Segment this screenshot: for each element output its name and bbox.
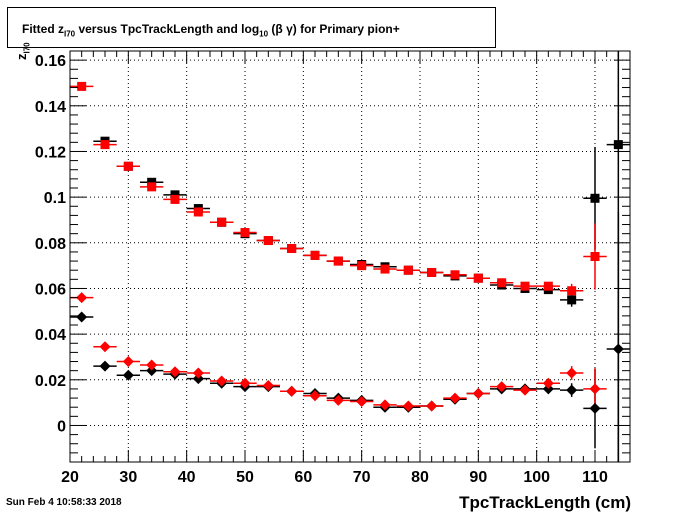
diamond-marker — [519, 384, 531, 396]
square-marker — [473, 273, 483, 283]
y-tick-label: 0 — [57, 418, 66, 435]
diamond-marker — [122, 356, 134, 368]
diamond-marker — [472, 388, 484, 399]
square-marker — [403, 265, 413, 275]
diamond-marker — [76, 311, 88, 323]
square-marker — [357, 261, 367, 271]
x-tick-label: 90 — [469, 469, 487, 486]
diamond-marker — [332, 394, 344, 406]
diamond-marker — [589, 383, 601, 395]
x-tick-label: 30 — [119, 469, 137, 486]
square-marker — [427, 267, 437, 277]
x-tick-label: 20 — [61, 469, 79, 486]
y-tick-label: 0.06 — [35, 281, 66, 298]
diamond-marker — [239, 377, 251, 389]
square-marker — [147, 177, 157, 187]
diamond-marker — [356, 395, 368, 407]
square-marker — [170, 190, 180, 200]
square-marker — [100, 140, 110, 150]
square-marker — [147, 182, 157, 192]
square-marker — [193, 207, 203, 217]
square-marker — [450, 270, 460, 280]
square-marker — [310, 250, 320, 260]
title-subscript-1: I70 — [64, 29, 76, 39]
square-marker — [567, 295, 577, 305]
square-marker — [77, 81, 87, 91]
title-middle: versus TpcTrackLength and log — [75, 22, 260, 36]
y-tick-label: 0.1 — [44, 190, 66, 207]
y-tick-label: 0.04 — [35, 327, 66, 344]
x-tick-label: 100 — [523, 469, 550, 486]
square-marker — [287, 244, 297, 254]
square-marker — [333, 256, 343, 266]
diamond-marker — [449, 392, 461, 404]
y-tick-label: 0.08 — [35, 236, 66, 253]
diamond-marker — [146, 365, 158, 377]
diamond-marker — [379, 399, 391, 411]
square-marker — [170, 194, 180, 204]
square-marker — [263, 236, 273, 246]
diamond-marker — [122, 369, 134, 381]
data-markers — [76, 81, 624, 414]
diamond-marker — [542, 377, 554, 389]
diamond-marker — [612, 343, 624, 355]
date-stamp: Sun Feb 4 10:58:33 2018 — [6, 497, 122, 508]
y-tick-label: 0.16 — [35, 53, 66, 70]
diamond-marker — [589, 402, 601, 414]
square-marker — [567, 286, 577, 296]
x-tick-label: 110 — [582, 469, 608, 486]
square-marker — [217, 217, 227, 227]
diamond-marker — [496, 381, 508, 393]
grid-lines — [70, 51, 630, 462]
square-marker — [240, 228, 250, 238]
y-tick-label: 0.14 — [35, 99, 66, 116]
square-marker — [590, 252, 600, 261]
x-tick-label: 70 — [353, 469, 371, 486]
title-subscript-2: 10 — [259, 29, 269, 39]
square-marker — [497, 278, 507, 288]
y-axis-label: zI70 — [14, 42, 32, 60]
y-axis-label-sub: I70 — [22, 42, 32, 54]
square-marker — [543, 281, 553, 291]
diamond-marker — [99, 341, 111, 353]
diamond-marker — [426, 400, 438, 412]
y-tick-label: 0.12 — [35, 144, 66, 161]
square-marker — [380, 264, 390, 274]
diamond-marker — [146, 359, 158, 371]
diamond-marker — [566, 367, 578, 379]
title-box: Fitted zI70 versus TpcTrackLength and lo… — [7, 7, 496, 48]
chart-title: Fitted zI70 versus TpcTrackLength and lo… — [22, 22, 400, 38]
square-marker — [613, 140, 623, 150]
title-prefix: Fitted z — [22, 22, 64, 36]
diamond-marker — [192, 367, 204, 379]
diamond-marker — [566, 384, 578, 396]
diamond-marker — [262, 380, 274, 392]
diamond-marker — [542, 383, 554, 395]
square-marker — [123, 161, 133, 171]
error-bars — [70, 51, 630, 462]
diamond-marker — [99, 360, 111, 372]
axis-ticks: 20 30 40 50 60 70 80 90 100 110 0 0.02 0.04 0.06 0.08 0… — [35, 50, 631, 486]
square-marker — [590, 193, 600, 203]
y-tick-label: 0.02 — [35, 373, 66, 390]
x-tick-label: 80 — [411, 469, 429, 486]
diamond-marker — [216, 375, 228, 387]
diamond-marker — [169, 366, 181, 378]
x-axis-label: TpcTrackLength (cm) — [459, 493, 631, 512]
x-tick-label: 40 — [178, 469, 196, 486]
diamond-marker — [286, 385, 298, 397]
title-suffix: (β γ) for Primary pion+ — [268, 22, 400, 36]
diamond-marker — [192, 373, 204, 385]
square-marker — [520, 281, 530, 291]
x-tick-label: 60 — [294, 469, 312, 486]
x-tick-label: 50 — [236, 469, 254, 486]
diamond-marker — [76, 292, 88, 304]
diamond-marker — [402, 400, 414, 412]
y-axis-label-main: z — [14, 53, 29, 61]
diamond-marker — [309, 390, 321, 402]
